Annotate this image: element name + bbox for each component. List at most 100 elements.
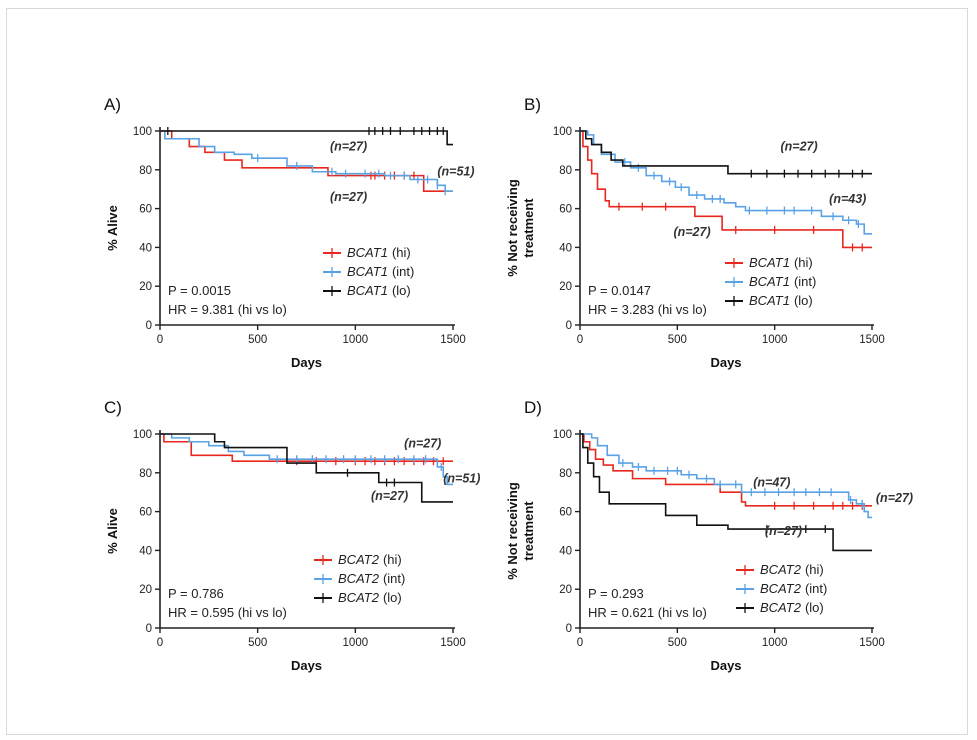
y-tick-label: 60 [559, 204, 572, 216]
hazard-ratio: HR = 9.381 (hi vs lo) [168, 302, 287, 317]
legend-gene: BCAT1 [749, 293, 790, 308]
y-axis-title-line2: treatment [521, 501, 536, 561]
x-tick-label: 0 [157, 637, 163, 649]
figure-frame [6, 8, 968, 735]
y-tick-label: 20 [139, 584, 152, 596]
legend-gene: BCAT2 [338, 571, 380, 586]
x-tick-label: 1500 [440, 637, 466, 649]
y-tick-label: 20 [559, 584, 572, 596]
km-curve-lo [580, 130, 872, 175]
hazard-ratio: HR = 0.595 (hi vs lo) [168, 605, 287, 620]
y-tick-label: 80 [139, 468, 152, 480]
x-tick-label: 1000 [343, 637, 369, 649]
legend-label-hi: BCAT1 (hi) [749, 255, 813, 270]
km-curve-lo [160, 130, 453, 146]
x-tick-label: 500 [248, 334, 267, 346]
x-tick-label: 500 [668, 334, 687, 346]
legend-group: (int) [383, 571, 405, 586]
y-tick-label: 80 [559, 468, 572, 480]
n-annotation: (n=47) [753, 475, 790, 489]
legend-group: (lo) [794, 293, 813, 308]
n-annotation: (n=27) [765, 524, 802, 538]
km-curve-hi [580, 433, 872, 507]
n-annotation: (n=51) [437, 165, 474, 179]
legend-label-hi: BCAT2 (hi) [760, 562, 824, 577]
p-value: P = 0.786 [168, 586, 224, 601]
y-tick-label: 80 [139, 165, 152, 177]
legend-group: (hi) [794, 255, 813, 270]
y-tick-label: 0 [566, 320, 572, 332]
x-tick-label: 0 [577, 637, 583, 649]
x-tick-label: 500 [668, 637, 687, 649]
legend-gene: BCAT1 [347, 283, 388, 298]
x-tick-label: 0 [577, 334, 583, 346]
y-tick-label: 60 [559, 507, 572, 519]
y-axis-title: % Alive [105, 205, 120, 251]
km-curve-hi [160, 433, 453, 462]
legend-label-lo: BCAT1 (lo) [749, 293, 813, 308]
n-annotation: (n=27) [330, 190, 367, 204]
x-tick-label: 1500 [859, 334, 885, 346]
legend-label-int: BCAT2 (int) [338, 571, 405, 586]
y-tick-label: 100 [553, 126, 572, 138]
legend-group: (hi) [805, 562, 824, 577]
y-tick-label: 80 [559, 165, 572, 177]
y-tick-label: 40 [559, 545, 572, 557]
legend-label-int: BCAT1 (int) [347, 264, 414, 279]
km-curve-lo [580, 433, 872, 552]
n-annotation: (n=51) [443, 472, 480, 486]
legend-gene: BCAT2 [760, 562, 802, 577]
p-value: P = 0.293 [588, 586, 644, 601]
y-tick-label: 40 [139, 242, 152, 254]
y-tick-label: 40 [559, 242, 572, 254]
legend-gene: BCAT1 [749, 255, 790, 270]
n-annotation: (n=27) [673, 225, 710, 239]
legend-label-int: BCAT2 (int) [760, 581, 827, 596]
x-tick-label: 1500 [859, 637, 885, 649]
x-tick-label: 1000 [343, 334, 369, 346]
y-axis-title-line2: treatment [521, 198, 536, 258]
km-curve-hi [580, 130, 872, 249]
hazard-ratio: HR = 3.283 (hi vs lo) [588, 302, 707, 317]
legend-gene: BCAT2 [760, 581, 802, 596]
km-curve-int [160, 433, 453, 486]
n-annotation: (n=27) [330, 139, 367, 153]
x-tick-label: 1000 [762, 334, 788, 346]
n-annotation: (n=27) [876, 491, 913, 505]
y-tick-label: 0 [146, 320, 152, 332]
n-annotation: (n=27) [404, 437, 441, 451]
n-annotation: (n=43) [829, 192, 866, 206]
legend-label-lo: BCAT2 (lo) [760, 600, 824, 615]
y-tick-label: 0 [566, 623, 572, 635]
y-axis-title: % Not receiving [505, 179, 520, 277]
km-curve-lo [160, 433, 453, 503]
y-tick-label: 60 [139, 204, 152, 216]
panel-label: C) [104, 398, 122, 417]
legend-label-hi: BCAT2 (hi) [338, 552, 402, 567]
legend-gene: BCAT1 [347, 264, 388, 279]
y-tick-label: 60 [139, 507, 152, 519]
y-tick-label: 40 [139, 545, 152, 557]
p-value: P = 0.0147 [588, 283, 651, 298]
x-axis-title: Days [291, 355, 322, 370]
legend-group: (lo) [383, 590, 402, 605]
legend-group: (lo) [392, 283, 411, 298]
y-tick-label: 100 [133, 126, 152, 138]
y-tick-label: 20 [139, 281, 152, 293]
legend-gene: BCAT2 [760, 600, 802, 615]
legend-label-lo: BCAT2 (lo) [338, 590, 402, 605]
y-tick-label: 100 [553, 429, 572, 441]
legend-group: (int) [392, 264, 414, 279]
y-axis-title: % Not receiving [505, 482, 520, 580]
y-tick-label: 100 [133, 429, 152, 441]
legend-group: (hi) [383, 552, 402, 567]
x-tick-label: 1500 [440, 334, 466, 346]
km-curve-int [160, 130, 453, 192]
legend-group: (int) [805, 581, 827, 596]
legend-gene: BCAT1 [749, 274, 790, 289]
hazard-ratio: HR = 0.621 (hi vs lo) [588, 605, 707, 620]
